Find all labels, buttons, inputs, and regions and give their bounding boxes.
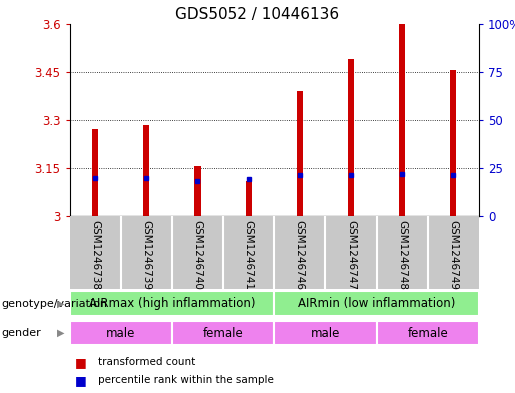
Text: male: male [311, 327, 340, 340]
Bar [92, 129, 98, 216]
Text: GDS5052 / 10446136: GDS5052 / 10446136 [176, 7, 339, 22]
Text: AIRmin (low inflammation): AIRmin (low inflammation) [298, 297, 455, 310]
Text: ■: ■ [75, 356, 87, 369]
Text: ▶: ▶ [57, 299, 64, 309]
Text: GSM1246740: GSM1246740 [193, 220, 202, 290]
Text: gender: gender [1, 328, 41, 338]
Text: GSM1246739: GSM1246739 [141, 220, 151, 290]
Bar [246, 181, 252, 216]
Text: GSM1246741: GSM1246741 [244, 220, 254, 290]
Bar [70, 321, 172, 345]
Bar [399, 24, 405, 216]
Text: percentile rank within the sample: percentile rank within the sample [98, 375, 274, 386]
Text: transformed count: transformed count [98, 357, 195, 367]
Text: ■: ■ [75, 374, 87, 387]
Text: female: female [203, 327, 244, 340]
Text: AIRmax (high inflammation): AIRmax (high inflammation) [89, 297, 255, 310]
Text: female: female [407, 327, 448, 340]
Bar [297, 91, 303, 216]
Text: GSM1246747: GSM1246747 [346, 220, 356, 290]
Text: GSM1246746: GSM1246746 [295, 220, 305, 290]
Text: GSM1246749: GSM1246749 [449, 220, 458, 290]
Bar [274, 291, 479, 316]
Bar [348, 59, 354, 216]
Bar [376, 321, 479, 345]
Text: genotype/variation: genotype/variation [1, 299, 107, 309]
Bar [143, 125, 149, 216]
Bar [194, 166, 200, 216]
Bar [274, 321, 376, 345]
Bar [172, 321, 274, 345]
Text: ▶: ▶ [57, 328, 64, 338]
Text: male: male [106, 327, 135, 340]
Text: GSM1246748: GSM1246748 [397, 220, 407, 290]
Bar [70, 291, 274, 316]
Bar [450, 70, 456, 216]
Text: GSM1246738: GSM1246738 [90, 220, 100, 290]
